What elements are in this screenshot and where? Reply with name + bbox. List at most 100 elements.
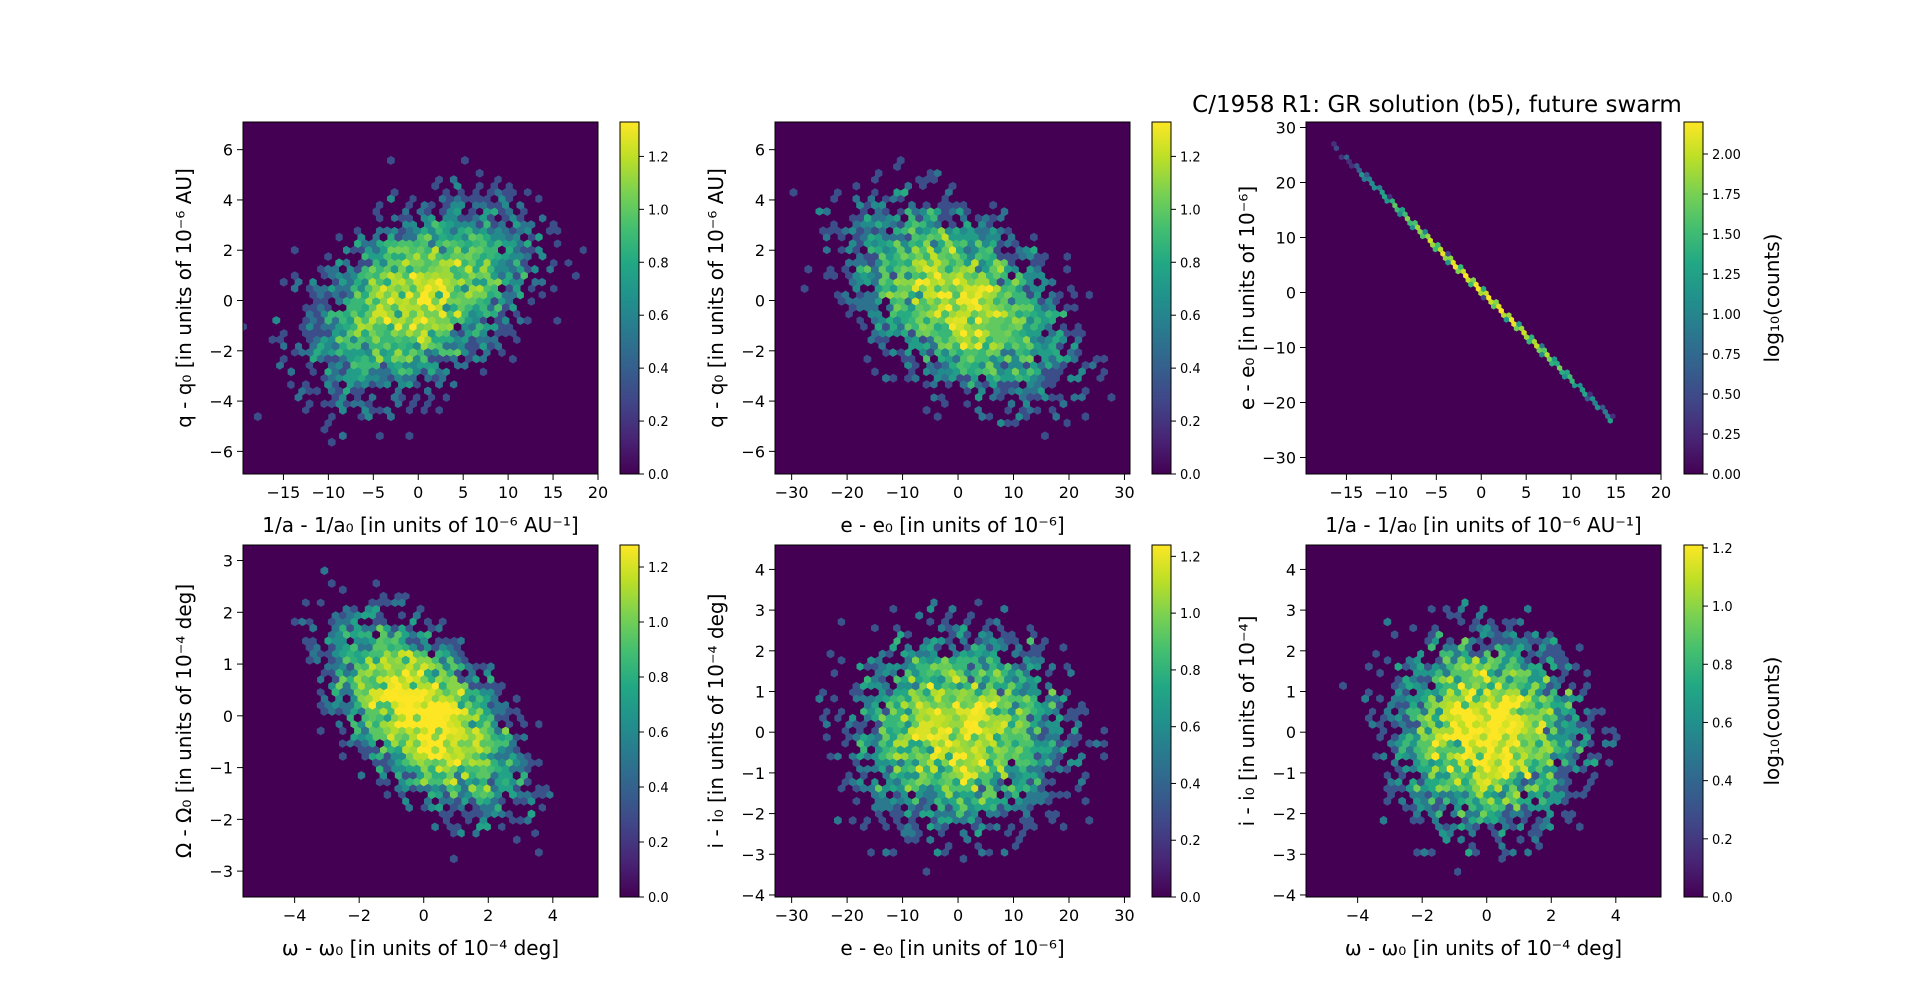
hex-cell	[1409, 726, 1418, 736]
hex-cell	[815, 707, 824, 716]
hex-cell	[1527, 700, 1536, 710]
hex-cell	[1055, 316, 1064, 325]
hex-cell	[457, 700, 466, 710]
hex-cell	[446, 296, 454, 306]
hex-cell	[1037, 783, 1046, 793]
hex-cell	[1022, 232, 1031, 242]
hex-cell	[871, 213, 879, 223]
hex-cell	[852, 232, 861, 242]
hex-cell	[915, 175, 924, 185]
hex-cell	[889, 809, 898, 819]
hex-cell	[1067, 758, 1075, 768]
hex-cell	[937, 200, 946, 210]
hex-cell	[531, 687, 539, 697]
hex-cell	[956, 322, 964, 332]
hex-cell	[453, 220, 462, 229]
hex-cell	[535, 207, 543, 217]
hex-cell	[1431, 675, 1440, 684]
hex-cell	[1610, 413, 1616, 420]
hex-cell	[531, 867, 539, 877]
hex-cell	[1442, 719, 1451, 729]
hex-cell	[442, 700, 451, 710]
hex-cell	[375, 213, 384, 223]
hex-cell	[298, 348, 306, 358]
hex-cell	[926, 617, 935, 627]
hex-cell	[919, 245, 927, 255]
hex-cell	[974, 252, 983, 261]
hex-cell	[475, 783, 484, 793]
hex-cell	[1022, 373, 1031, 383]
hex-cell	[346, 303, 355, 313]
hex-cell	[438, 373, 447, 383]
hex-cell	[871, 828, 879, 838]
hex-cell	[1085, 726, 1094, 736]
hex-cell	[483, 758, 491, 768]
hex-cell	[956, 809, 964, 819]
hex-cell	[896, 322, 905, 332]
hex-cell	[1405, 796, 1414, 806]
hex-cell	[1037, 271, 1046, 281]
hex-cell	[1498, 307, 1504, 314]
hex-cell	[568, 264, 576, 274]
hex-cell	[461, 322, 469, 332]
hex-cell	[885, 252, 894, 261]
colorbar	[619, 121, 640, 475]
hex-cell	[959, 367, 968, 377]
hex-cell	[453, 194, 462, 204]
hex-cell	[416, 630, 425, 640]
hex-cell	[383, 751, 392, 761]
hex-cell	[1055, 713, 1064, 723]
hex-cell	[553, 239, 562, 249]
hex-cell	[1490, 790, 1499, 800]
hex-cell	[368, 726, 377, 736]
hex-cell	[1026, 803, 1034, 813]
hex-cell	[985, 412, 994, 422]
hex-cell	[438, 707, 447, 716]
hex-cell	[1007, 245, 1016, 255]
hex-cell	[933, 783, 942, 793]
hex-cell	[464, 636, 473, 646]
hex-cell	[1509, 719, 1517, 729]
hex-cell	[486, 316, 495, 325]
hex-cell	[1520, 764, 1529, 774]
hex-cell	[416, 604, 425, 614]
hex-cell	[1524, 771, 1532, 781]
hex-cell	[882, 732, 890, 742]
hex-cell	[981, 328, 990, 338]
hex-cell	[974, 803, 983, 813]
hex-cell	[383, 264, 392, 274]
hex-cell	[804, 790, 813, 800]
hex-cell	[907, 828, 916, 838]
hex-cell	[509, 815, 517, 825]
hex-cell	[324, 328, 332, 338]
hex-cell	[357, 719, 366, 729]
hex-cell	[486, 662, 495, 672]
hex-cell	[483, 122, 491, 127]
hex-cell	[457, 328, 466, 338]
hex-cell	[863, 764, 872, 774]
hex-cell	[926, 643, 935, 652]
hex-cell	[538, 290, 547, 300]
hex-cell	[1074, 783, 1083, 793]
hex-cell	[985, 719, 994, 729]
hex-cell	[379, 181, 388, 191]
hex-cell	[431, 655, 440, 665]
hex-cell	[856, 777, 864, 787]
hex-cell	[342, 668, 351, 678]
x-axis-label: e - e₀ [in units of 10⁻⁶]	[840, 513, 1064, 537]
hex-cell	[852, 322, 861, 332]
hex-cell	[933, 296, 942, 306]
hex-cell	[431, 168, 440, 178]
hex-cell	[431, 604, 440, 614]
hex-cell	[978, 809, 986, 819]
hex-cell	[1037, 399, 1046, 409]
hex-cell	[590, 200, 598, 210]
hex-cell	[309, 405, 318, 415]
hex-cell	[335, 271, 343, 281]
hex-cell	[313, 412, 321, 422]
hex-cell	[523, 815, 532, 825]
hex-cell	[390, 277, 399, 287]
hex-cell	[981, 662, 990, 672]
hex-cell	[1015, 771, 1023, 781]
hex-cell	[509, 585, 517, 595]
